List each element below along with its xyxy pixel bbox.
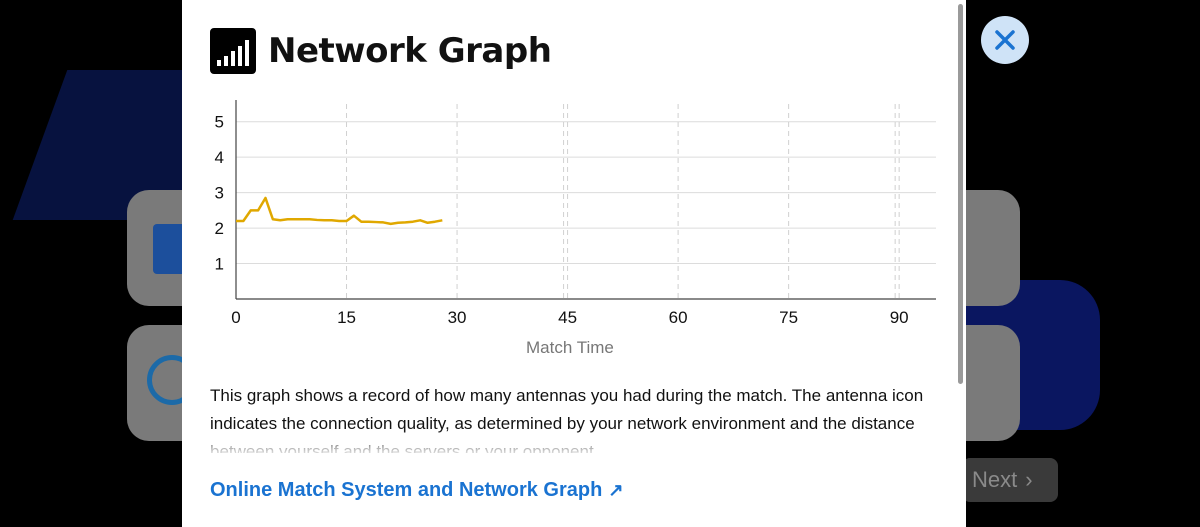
online-match-link[interactable]: Online Match System and Network Graph ↗	[210, 479, 624, 501]
y-tick-label: 3	[215, 184, 224, 203]
x-tick-label: 75	[779, 308, 798, 327]
x-tick-label: 90	[890, 308, 909, 327]
x-axis-title: Match Time	[526, 338, 614, 357]
x-tick-label: 60	[669, 308, 688, 327]
scrollbar[interactable]	[958, 4, 963, 384]
x-tick-label: 45	[558, 308, 577, 327]
next-button: Next ›	[962, 458, 1058, 502]
series-line	[236, 196, 443, 226]
x-tick-label: 0	[231, 308, 240, 327]
modal-title: Network Graph	[268, 31, 552, 71]
x-tick-label: 30	[448, 308, 467, 327]
y-tick-label: 4	[215, 148, 224, 167]
y-tick-label: 1	[215, 255, 224, 274]
y-tick-label: 2	[215, 219, 224, 238]
antenna-icon	[210, 28, 256, 74]
description-text: This graph shows a record of how many an…	[210, 386, 924, 461]
modal-header: Network Graph	[210, 26, 552, 76]
x-tick-label: 15	[337, 308, 356, 327]
modal-footer: Online Match System and Network Graph ↗	[182, 453, 966, 527]
y-tick-label: 5	[215, 113, 224, 132]
close-button[interactable]	[981, 16, 1029, 64]
external-link-icon: ↗	[608, 480, 624, 500]
network-graph-modal: Network Graph 1 2 3 4 5 0 15 30 45 60 75 90 Match T…	[182, 0, 966, 527]
close-icon	[995, 30, 1015, 50]
chevron-right-icon: ›	[1025, 467, 1033, 492]
